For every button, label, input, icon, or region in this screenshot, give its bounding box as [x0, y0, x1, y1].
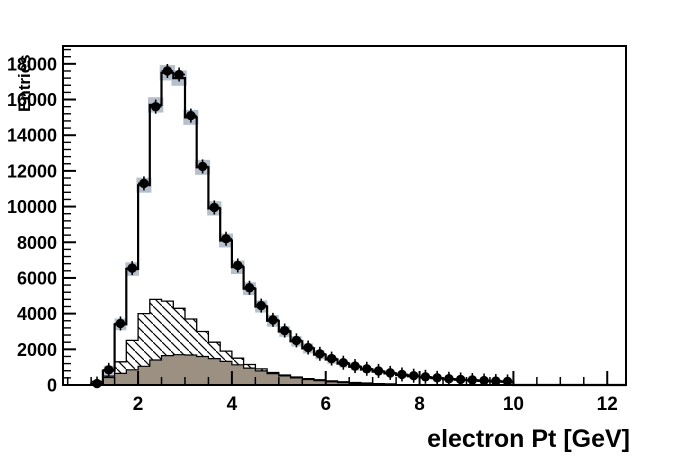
y-tick-label: 12000: [7, 161, 57, 181]
data-point-marker: [233, 260, 243, 271]
data-point-marker: [244, 283, 255, 293]
data-point-marker: [420, 372, 431, 382]
y-tick-label: 2000: [17, 340, 57, 360]
data-point-marker: [350, 361, 360, 371]
data-point-marker: [115, 318, 126, 329]
data-point-marker: [338, 357, 349, 368]
data-point-marker: [139, 178, 149, 189]
data-point-marker: [127, 263, 137, 273]
plot-frame: [62, 45, 627, 386]
data-point-marker: [373, 366, 384, 376]
x-tick-label: 2: [133, 394, 144, 415]
data-point-marker: [409, 371, 419, 381]
y-tick-label: 4000: [17, 304, 57, 324]
y-tick-label: 16000: [7, 90, 57, 110]
data-point-marker: [444, 374, 454, 384]
data-point-marker: [491, 376, 501, 386]
data-point-marker: [197, 161, 208, 172]
data-point-marker: [432, 373, 442, 383]
data-point-marker: [467, 375, 478, 385]
data-point-marker: [479, 375, 489, 386]
data-point-marker: [104, 365, 114, 375]
data-point-marker: [186, 110, 196, 121]
data-point-marker: [326, 353, 337, 364]
data-point-marker: [268, 315, 278, 325]
data-point-marker: [256, 300, 266, 311]
x-tick-label: 10: [503, 394, 524, 415]
data-point-marker: [279, 325, 290, 336]
data-point-marker: [303, 342, 313, 353]
x-axis-title: electron Pt [GeV]: [427, 425, 630, 453]
y-tick-label: 6000: [17, 268, 57, 288]
y-tick-label: 14000: [7, 126, 57, 146]
data-point-marker: [502, 376, 513, 387]
y-tick-label: 10000: [7, 197, 57, 217]
x-tick-label: 12: [597, 394, 618, 415]
data-point-marker: [315, 349, 325, 359]
data-point-marker: [221, 233, 231, 244]
data-point-marker: [162, 66, 173, 76]
y-tick-label: 0: [47, 376, 57, 396]
y-axis-title: Entries: [15, 54, 34, 112]
data-point-marker: [362, 364, 372, 374]
y-tick-label: 18000: [7, 54, 57, 74]
y-tick-label: 8000: [17, 233, 57, 253]
data-point-marker: [455, 374, 466, 385]
data-point-marker: [385, 368, 395, 378]
data-point-marker: [291, 335, 302, 346]
x-tick-label: 4: [227, 394, 238, 415]
data-point-marker: [174, 69, 184, 80]
x-tick-label: 6: [320, 394, 331, 415]
plot-layers: 2 4 6 8 10 12 0 2000 4000 6000 8000 10000 12000 14000…: [7, 45, 627, 415]
data-point-marker: [150, 101, 161, 112]
x-tick-label: 8: [414, 394, 425, 415]
data-point-marker: [397, 369, 407, 380]
data-point-marker: [92, 378, 102, 389]
data-point-marker: [209, 202, 220, 213]
